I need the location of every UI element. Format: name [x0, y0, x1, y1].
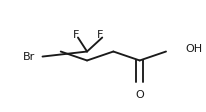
Text: Br: Br — [23, 52, 35, 62]
Text: O: O — [135, 90, 144, 100]
Text: OH: OH — [185, 44, 202, 54]
Text: F: F — [73, 30, 79, 40]
Text: F: F — [97, 30, 103, 40]
